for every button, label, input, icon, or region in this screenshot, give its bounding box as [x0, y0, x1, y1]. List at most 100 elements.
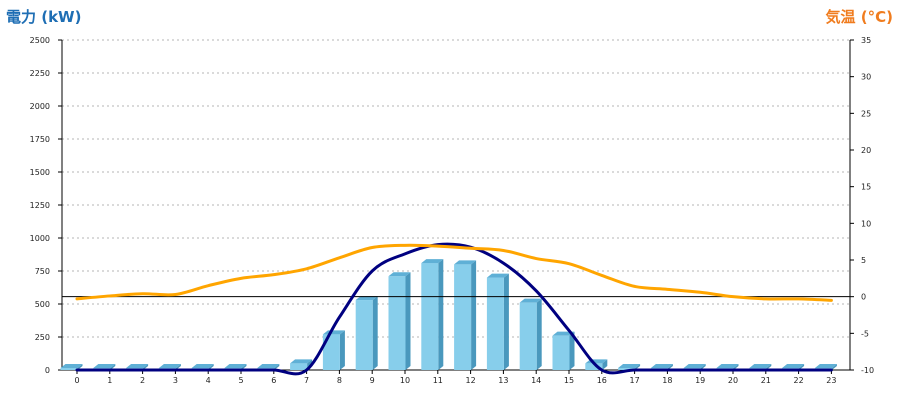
- x-tick-label: 0: [74, 376, 79, 385]
- bar-side: [602, 359, 608, 370]
- bar-top: [388, 272, 411, 277]
- bar: [552, 331, 575, 370]
- bar-front: [618, 368, 636, 370]
- grid-lines: [62, 39, 850, 338]
- bar-top: [126, 364, 149, 368]
- y-right-tick-label: 10: [861, 219, 871, 228]
- x-tick-label: 22: [794, 376, 804, 385]
- bar-front: [388, 276, 406, 370]
- x-tick-label: 5: [238, 376, 243, 385]
- bar-front: [585, 363, 603, 370]
- y-left-tick-label: 500: [35, 300, 50, 309]
- x-tick-label: 1: [107, 376, 112, 385]
- x-tick-label: 4: [206, 376, 211, 385]
- y-right-tick-label: 5: [861, 256, 866, 265]
- bar: [322, 330, 345, 370]
- bar-side: [536, 298, 542, 370]
- bar-top: [519, 298, 542, 303]
- y-right-tick-label: 15: [861, 183, 871, 192]
- x-tick-label: 3: [173, 376, 178, 385]
- bar-top: [454, 260, 477, 265]
- bar-side: [471, 260, 477, 370]
- bar-top: [290, 359, 313, 364]
- bar-side: [339, 330, 345, 370]
- bar-top: [683, 364, 706, 368]
- x-tick-label: 2: [140, 376, 145, 385]
- y-left-axis-title: 電力 (kW): [6, 8, 81, 26]
- y-left-tick-label: 2250: [30, 69, 50, 78]
- bar-side: [372, 296, 378, 370]
- x-tick-label: 19: [695, 376, 705, 385]
- x-tick-label: 21: [761, 376, 771, 385]
- bar-side: [569, 331, 575, 370]
- y-left-tick-label: 1500: [30, 168, 50, 177]
- bar-top: [93, 364, 116, 368]
- y-right-tick-label: 0: [861, 293, 866, 302]
- bar-top: [224, 364, 247, 368]
- x-tick-label: 16: [597, 376, 607, 385]
- x-tick-label: 14: [531, 376, 541, 385]
- bar-front: [290, 363, 308, 370]
- bar-top: [618, 364, 641, 368]
- y-right-tick-label: 35: [861, 36, 871, 45]
- bar: [454, 260, 477, 370]
- x-tick-label: 10: [400, 376, 410, 385]
- y-right-tick-label: 20: [861, 146, 871, 155]
- x-tick-label: 12: [466, 376, 476, 385]
- power-line: [75, 242, 833, 376]
- y-right-tick-label: -10: [861, 366, 874, 375]
- bar-front: [486, 277, 504, 370]
- x-tick-label: 9: [370, 376, 375, 385]
- y-left-tick-label: 1750: [30, 135, 50, 144]
- y-right-tick-label: 30: [861, 73, 871, 82]
- bar: [355, 296, 378, 370]
- bar-side: [274, 364, 280, 370]
- bar-side: [831, 364, 837, 370]
- bar-top: [486, 273, 509, 278]
- bar-top: [191, 364, 214, 368]
- y-left-tick-label: 0: [45, 366, 50, 375]
- y-left-tick-label: 2000: [30, 102, 50, 111]
- bar-top: [814, 364, 837, 368]
- bar-top: [749, 364, 772, 368]
- x-tick-label: 20: [728, 376, 738, 385]
- x-tick-label: 18: [662, 376, 672, 385]
- bar-front: [355, 300, 373, 370]
- bar-top: [421, 259, 444, 264]
- x-tick-label: 13: [498, 376, 508, 385]
- x-tick-label: 23: [826, 376, 836, 385]
- bar-top: [257, 364, 280, 368]
- bar-side: [438, 259, 444, 370]
- bar-side: [405, 272, 411, 370]
- bar-front: [60, 368, 78, 370]
- y-left-tick-label: 250: [35, 333, 50, 342]
- bar-front: [322, 334, 340, 370]
- x-tick-label: 17: [630, 376, 640, 385]
- bar-series: [60, 259, 837, 370]
- bar: [486, 273, 509, 370]
- y-right-axis-title: 気温 (°C): [826, 8, 893, 26]
- bar-front: [421, 263, 439, 370]
- y-left-tick-label: 2500: [30, 36, 50, 45]
- bar: [421, 259, 444, 370]
- bar-side: [503, 273, 509, 370]
- x-tick-label: 8: [337, 376, 342, 385]
- temperature-line: [75, 243, 833, 302]
- x-tick-label: 7: [304, 376, 309, 385]
- y-left-tick-label: 750: [35, 267, 50, 276]
- bar-front: [519, 302, 537, 370]
- x-tick-label: 11: [433, 376, 443, 385]
- y-right-tick-label: -5: [861, 329, 869, 338]
- bar: [519, 298, 542, 370]
- bar-front: [454, 264, 472, 370]
- bar-front: [552, 335, 570, 370]
- bar-top: [60, 364, 83, 368]
- bar-top: [650, 364, 673, 368]
- x-tick-label: 6: [271, 376, 276, 385]
- y-left-tick-label: 1000: [30, 234, 50, 243]
- x-tick-label: 15: [564, 376, 574, 385]
- bar-top: [782, 364, 805, 368]
- bar-top: [716, 364, 739, 368]
- bar: [388, 272, 411, 370]
